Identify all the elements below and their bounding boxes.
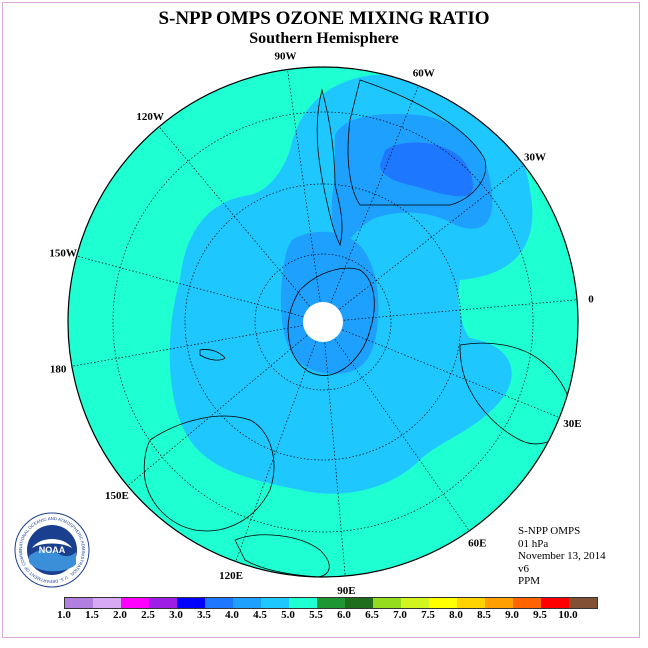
- colorbar-swatch: [373, 598, 401, 608]
- longitude-label: 150W: [49, 247, 77, 259]
- ozone-contour-3-0-polar: [280, 231, 379, 374]
- colorbar-tick-label: 4.0: [225, 609, 239, 621]
- colorbar-tick-label: 6.5: [365, 609, 379, 621]
- meridian-line: [322, 321, 346, 577]
- colorbar-tick-label: 9.5: [533, 609, 547, 621]
- colorbar-tick-label: 5.5: [309, 609, 323, 621]
- meridian-line: [322, 164, 525, 323]
- colorbar-swatch: [317, 598, 345, 608]
- colorbar-tick-label: 8.5: [477, 609, 491, 621]
- meridian-line: [287, 69, 324, 323]
- longitude-label: 90E: [337, 585, 355, 597]
- colorbar-swatch: [177, 598, 205, 608]
- longitude-label: 150E: [105, 490, 129, 502]
- meridian-line: [71, 321, 324, 367]
- longitude-label: 180: [50, 364, 67, 376]
- colorbar-tick-label: 3.0: [169, 609, 183, 621]
- colorbar-swatch: [401, 598, 429, 608]
- colorbar-ticks: 1.0 1.5 2.0 2.5 3.0 3.5 4.0 4.5 5.0 5.5 6.0 6.5 7.0 7…: [0, 609, 648, 623]
- colorbar-tick-label: 6.0: [337, 609, 351, 621]
- colorbar-swatch: [541, 598, 569, 608]
- page-title: S-NPP OMPS OZONE MIXING RATIO: [158, 8, 490, 29]
- colorbar-swatch: [569, 598, 597, 608]
- longitude-labels: 90W 60W 30W 0 30E 60E 90E 120E 150E 180 150W 120W: [49, 51, 594, 597]
- colorbar-tick-label: 9.0: [505, 609, 519, 621]
- colorbar-swatch: [233, 598, 261, 608]
- colorbar: [64, 597, 598, 609]
- longitude-label: 120E: [219, 570, 243, 582]
- longitude-label: 60E: [468, 537, 486, 549]
- colorbar-tick-label: 1.0: [57, 609, 71, 621]
- colorbar-tick-label: 3.5: [197, 609, 211, 621]
- colorbar-swatch: [93, 598, 121, 608]
- info-units: PPM: [518, 575, 541, 587]
- colorbar-swatch: [345, 598, 373, 608]
- polar-data-gap: [303, 302, 343, 342]
- meridian-line: [76, 255, 324, 323]
- figure-frame: [2, 2, 640, 638]
- longitude-label: 30W: [524, 151, 546, 163]
- longitude-label: 0: [588, 294, 594, 306]
- info-date: November 13, 2014: [518, 550, 606, 562]
- colorbar-swatch: [457, 598, 485, 608]
- colorbar-swatch: [149, 598, 177, 608]
- meridian-line: [322, 321, 560, 418]
- meridian-line: [322, 321, 470, 532]
- colorbar-swatch: [205, 598, 233, 608]
- longitude-label: 120W: [136, 111, 164, 123]
- colorbar-tick-label: 10.0: [558, 609, 578, 621]
- colorbar-swatch: [429, 598, 457, 608]
- colorbar-tick-label: 7.0: [393, 609, 407, 621]
- colorbar-tick-label: 4.5: [253, 609, 267, 621]
- colorbar-tick-label: 2.0: [113, 609, 127, 621]
- longitude-label: 90W: [275, 51, 297, 63]
- meridians: [71, 69, 578, 577]
- info-version: v6: [518, 562, 529, 575]
- colorbar-tick-label: 8.0: [449, 609, 463, 621]
- meridian-line: [127, 321, 324, 487]
- colorbar-tick-label: 7.5: [421, 609, 435, 621]
- info-level: 01 hPa: [518, 537, 549, 550]
- longitude-label: 60W: [413, 68, 435, 80]
- ozone-contour-3-0: [380, 142, 474, 197]
- colorbar-swatch: [485, 598, 513, 608]
- map-border: [67, 66, 579, 578]
- meridian-line: [158, 126, 324, 323]
- colorbar-swatch: [289, 598, 317, 608]
- info-instrument: S-NPP OMPS: [518, 525, 581, 537]
- logo-text: NOAA: [39, 545, 66, 555]
- meridian-line: [322, 85, 419, 323]
- colorbar-swatch: [65, 598, 93, 608]
- colorbar-swatch: [121, 598, 149, 608]
- colorbar-tick-label: 5.0: [281, 609, 295, 621]
- longitude-label: 30E: [563, 418, 581, 430]
- meridian-line: [322, 299, 578, 323]
- info-block: S-NPP OMPS 01 hPa November 13, 2014 v6 P…: [518, 525, 606, 588]
- colorbar-swatch: [513, 598, 541, 608]
- colorbar-tick-label: 1.5: [85, 609, 99, 621]
- noaa-logo: NOAA NATIONAL OCEANIC AND ATMOSPHERIC AD…: [12, 508, 90, 588]
- colorbar-tick-label: 2.5: [141, 609, 155, 621]
- page-subtitle: Southern Hemisphere: [249, 30, 399, 47]
- colorbar-swatch: [261, 598, 289, 608]
- meridian-line: [235, 321, 324, 562]
- graticule: [112, 111, 534, 533]
